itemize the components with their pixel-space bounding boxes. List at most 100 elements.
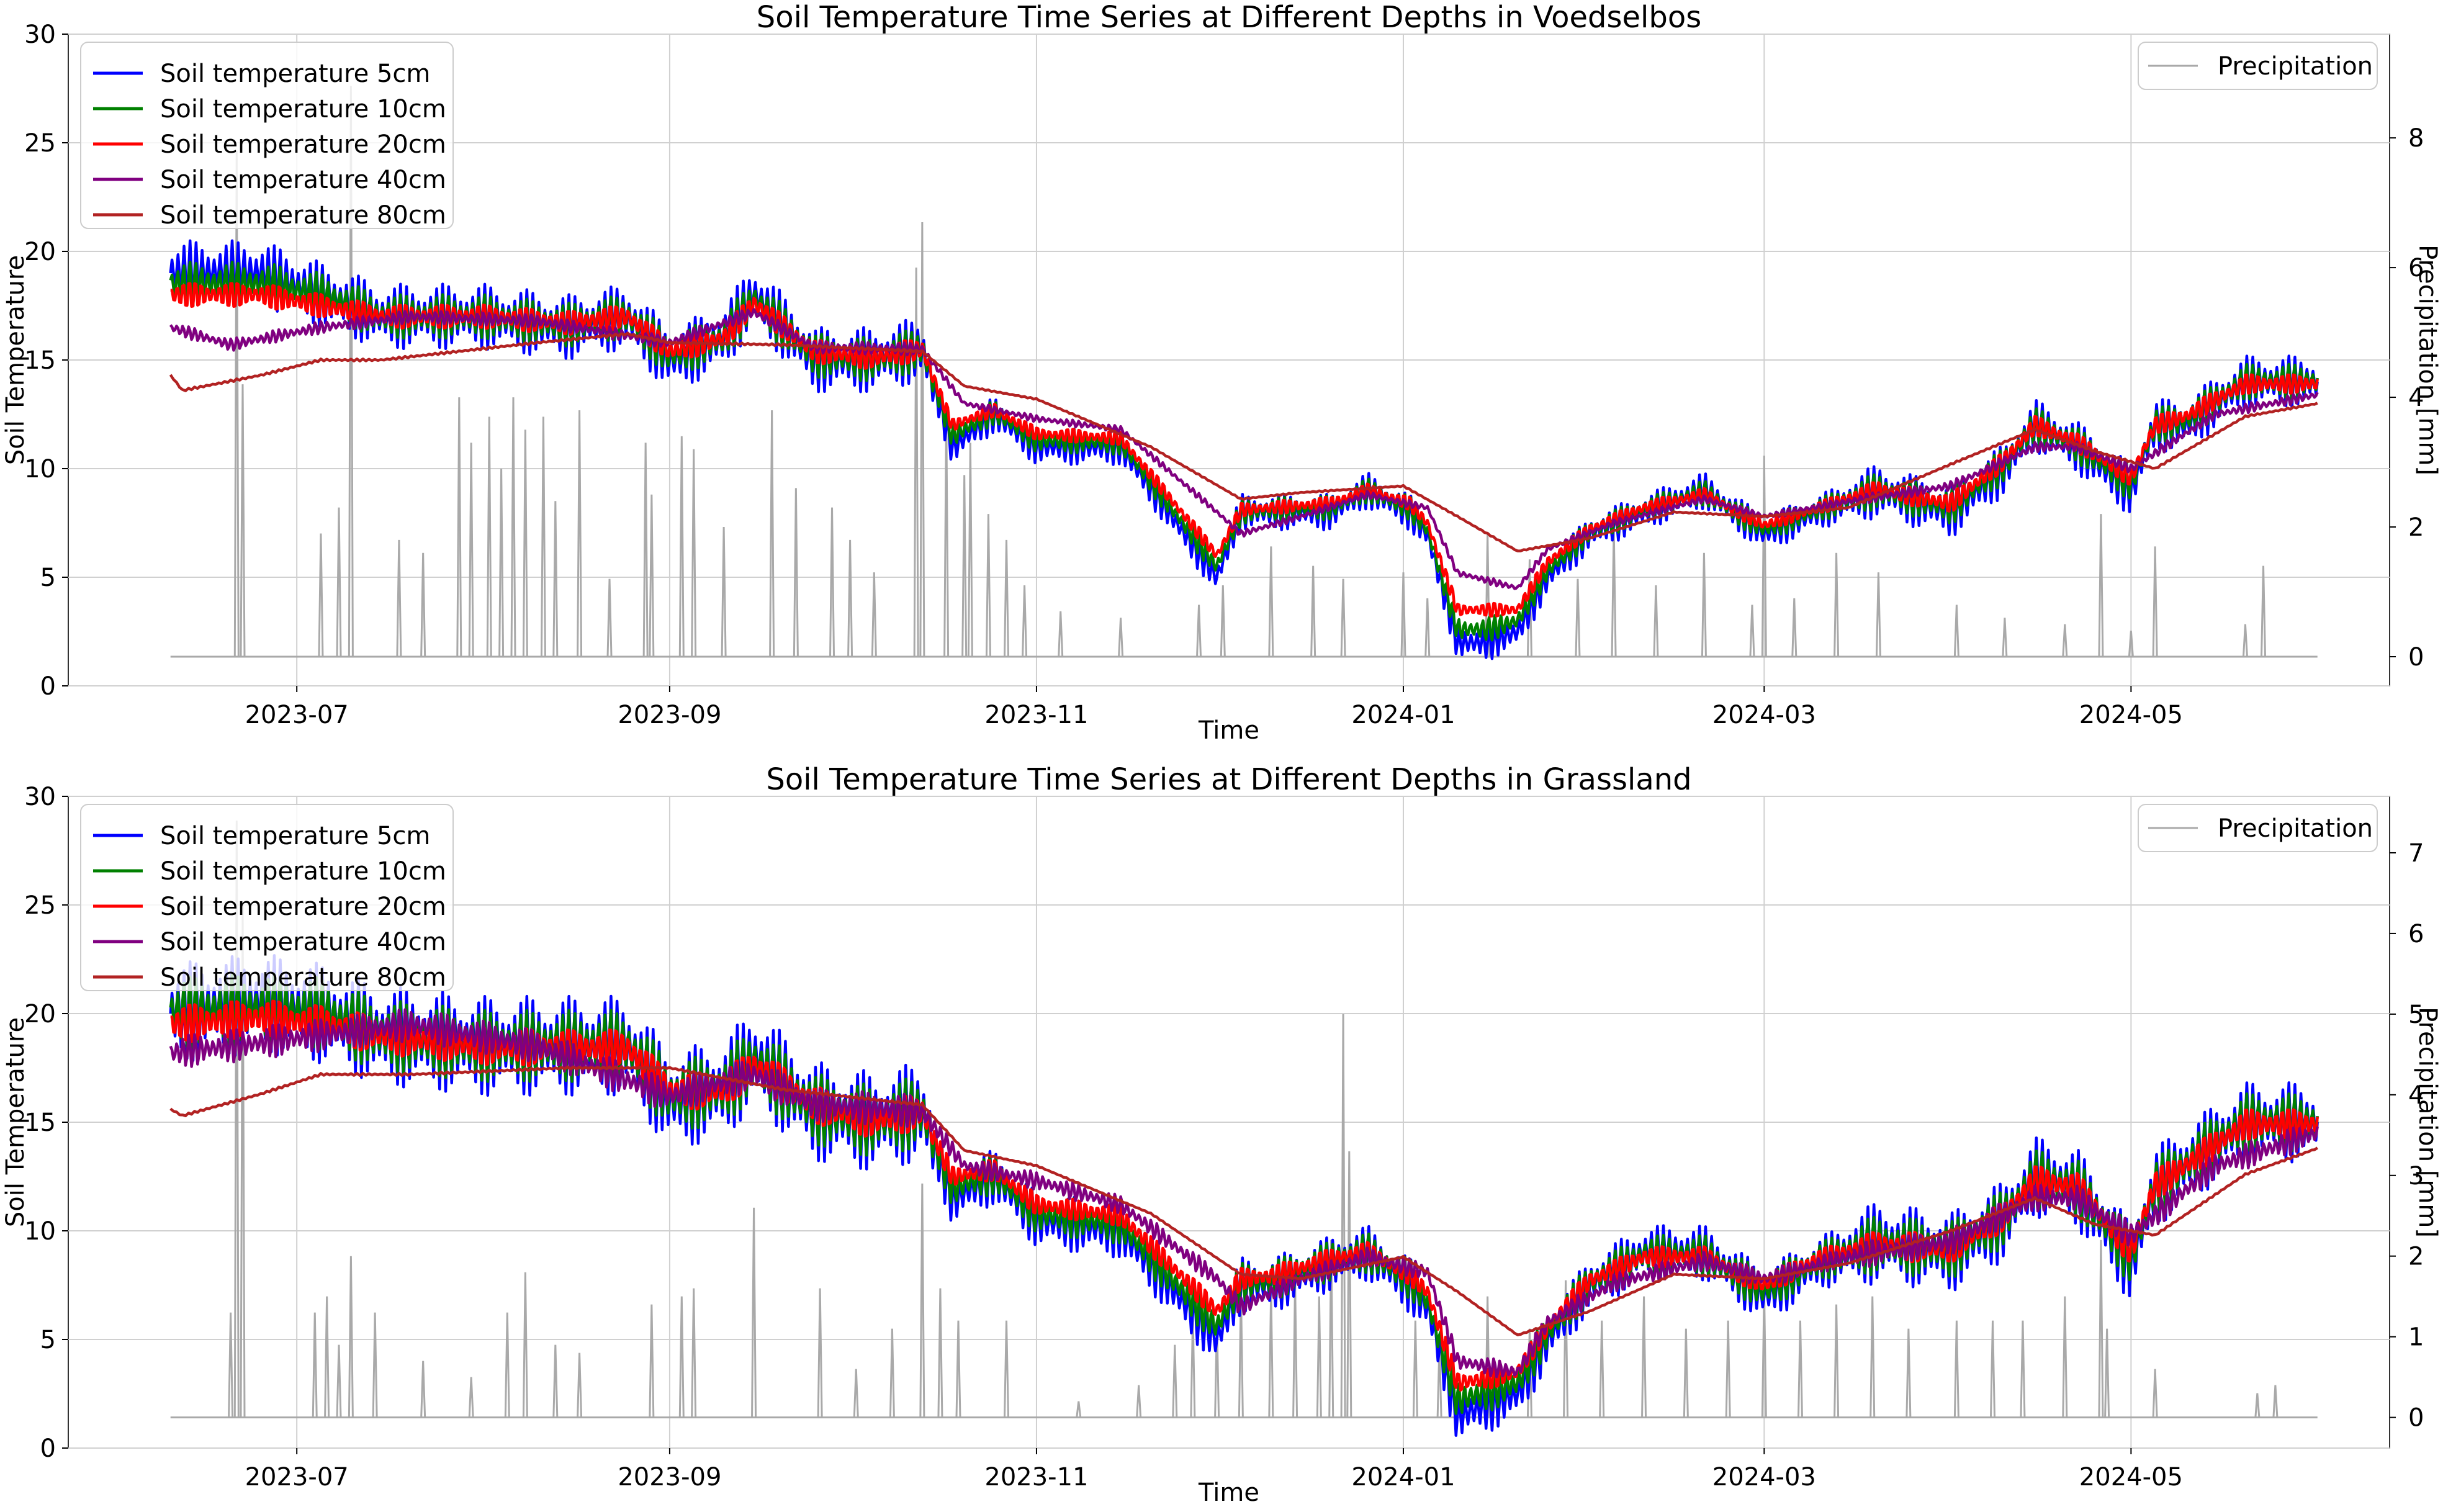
y-tick-label: 10 — [24, 455, 56, 484]
precipitation-spike — [324, 1296, 330, 1418]
x-tick-label: 2024-01 — [1351, 1463, 1455, 1492]
precipitation-series — [170, 820, 2318, 1419]
y-axis-label: Soil Temperature — [1, 255, 30, 465]
y-tick-label: 20 — [24, 1000, 56, 1028]
y2-tick-label: 6 — [2408, 254, 2424, 282]
precipitation-spike — [420, 552, 426, 657]
legend-label: Soil temperature 10cm — [160, 95, 446, 124]
series-line-soil-temperature-20cm — [170, 282, 2319, 618]
legend-left: Soil temperature 5cm Soil temperature 10c… — [80, 804, 454, 992]
precipitation-spike — [420, 1361, 426, 1418]
precipitation-spike — [751, 1207, 757, 1418]
precipitation-spike — [2098, 514, 2104, 657]
y-tick-label: 25 — [24, 129, 56, 158]
precipitation-spike — [348, 1256, 354, 1418]
legend-label: Soil temperature 40cm — [160, 928, 446, 956]
precipitation-spike — [955, 1320, 961, 1418]
precipitation-spike — [1268, 546, 1274, 657]
precipitation-spike — [2128, 631, 2134, 657]
legend-label: Soil temperature 40cm — [160, 166, 446, 194]
precipitation-spike — [1316, 1296, 1322, 1418]
y-tick-label: 30 — [24, 20, 56, 49]
precipitation-spike — [967, 443, 973, 657]
x-tick-label: 2023-07 — [245, 701, 349, 729]
y-tick-label: 25 — [24, 891, 56, 920]
precipitation-spike — [1563, 1280, 1569, 1418]
precipitation-spike — [1196, 605, 1202, 657]
precipitation-spike — [468, 443, 474, 657]
series-line-soil-temperature-20cm — [170, 999, 2319, 1392]
legend-label: Soil temperature 20cm — [160, 893, 446, 921]
precipitation-spike — [1058, 611, 1064, 657]
legend-label: Soil temperature 80cm — [160, 201, 446, 230]
precipitation-spike — [1905, 1328, 1912, 1418]
y-tick-label: 30 — [24, 783, 56, 811]
legend-label: Soil temperature 80cm — [160, 963, 446, 992]
legend-right: Precipitation — [2138, 42, 2378, 90]
chart-panel-grassland: Soil Temperature Time Series at Differen… — [1, 762, 2442, 1507]
precipitation-spike — [1701, 552, 1707, 657]
precipitation-spike — [2272, 1385, 2279, 1418]
legend-label: Soil temperature 20cm — [160, 130, 446, 159]
x-tick-label: 2023-07 — [245, 1463, 349, 1492]
precipitation-spike — [372, 1312, 378, 1418]
precipitation-spike — [2104, 1328, 2110, 1418]
precipitation-spike — [240, 384, 246, 657]
y-tick-label: 10 — [24, 1217, 56, 1246]
precipitation-spike — [1791, 598, 1797, 657]
y2-tick-label: 1 — [2408, 1323, 2424, 1352]
y2-tick-label: 3 — [2408, 1162, 2424, 1190]
precipitation-spike — [1004, 1320, 1009, 1418]
y-tick-label: 0 — [40, 1434, 56, 1463]
precipitation-spike — [1953, 605, 1959, 657]
precipitation-spike — [1346, 1151, 1352, 1418]
y2-tick-label: 0 — [2408, 1404, 2424, 1433]
precipitation-spike — [937, 1288, 943, 1418]
legend-label: Soil temperature 5cm — [160, 60, 430, 88]
precipitation-spike — [1118, 618, 1124, 657]
precipitation-spike — [318, 533, 324, 657]
series-line-soil-temperature-80cm — [169, 331, 2318, 552]
precipitation-spike — [889, 1328, 895, 1418]
legend-left: Soil temperature 5cm Soil temperature 10c… — [80, 42, 454, 230]
precipitation-spike — [504, 1312, 510, 1418]
y-tick-label: 15 — [24, 346, 56, 375]
precipitation-spike — [522, 1272, 528, 1418]
precipitation-spike — [1340, 578, 1346, 657]
precipitation-spike — [678, 436, 685, 657]
grid — [68, 796, 2390, 1449]
y2-axis-label: Precipitation [mm] — [2413, 1007, 2442, 1238]
precipitation-spike — [1340, 1014, 1346, 1418]
precipitation-spike — [552, 1344, 559, 1418]
precipitation-spike — [1412, 1320, 1418, 1418]
x-tick-label: 2023-09 — [618, 1463, 721, 1492]
precipitation-spike — [853, 1369, 859, 1418]
axis-ticks: 2023-07 2023-09 2023-11 2024-01 2024-03 2024-… — [24, 20, 2424, 729]
x-tick-label: 2024-03 — [1712, 1463, 1816, 1492]
precipitation-spike — [691, 1288, 697, 1418]
precipitation-spike — [2152, 1369, 2158, 1418]
y-tick-label: 15 — [24, 1109, 56, 1137]
precipitation-spike — [985, 514, 991, 657]
y2-tick-label: 0 — [2408, 643, 2424, 672]
x-axis-label: Time — [1198, 716, 1259, 745]
precipitation-spike — [1076, 1401, 1082, 1418]
precipitation-spike — [769, 410, 775, 657]
precipitation-spike — [1310, 565, 1316, 657]
legend-label: Soil temperature 10cm — [160, 857, 446, 886]
chart-panel-voedselbos: Soil Temperature Time Series at Differen… — [1, 0, 2442, 745]
y-tick-label: 0 — [40, 672, 56, 701]
precipitation-spike — [552, 501, 559, 657]
precipitation-spike — [1328, 1240, 1334, 1418]
precipitation-spike — [540, 416, 546, 657]
precipitation-spike — [522, 430, 528, 657]
x-axis-label: Time — [1198, 1478, 1259, 1507]
precipitation-spike — [1004, 539, 1009, 657]
series-line-soil-temperature-40cm — [169, 1008, 2319, 1379]
legend-right-frame — [2138, 42, 2378, 90]
precipitation-spike — [2020, 1320, 2026, 1418]
legend-right-frame — [2138, 804, 2378, 852]
precipitation-spike — [829, 507, 835, 657]
grid — [68, 34, 2390, 686]
